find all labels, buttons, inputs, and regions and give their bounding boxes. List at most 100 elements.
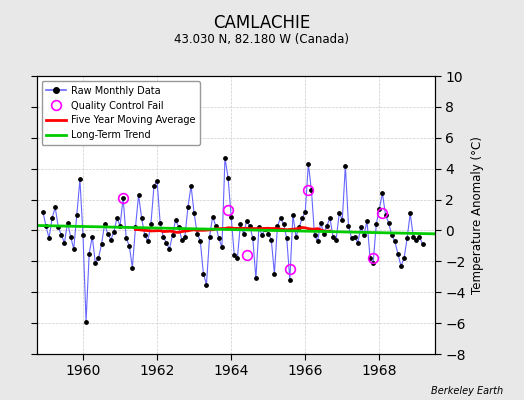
Point <box>403 235 411 241</box>
Point <box>168 232 177 238</box>
Point <box>147 221 155 228</box>
Point <box>137 215 146 221</box>
Point <box>193 230 201 237</box>
Point <box>239 230 248 237</box>
Point <box>110 229 118 235</box>
Point <box>357 224 365 230</box>
Point <box>354 240 362 246</box>
Point <box>320 230 328 237</box>
Point <box>209 213 217 220</box>
Point <box>344 223 353 229</box>
Point <box>212 223 220 229</box>
Point <box>289 212 297 218</box>
Point <box>412 236 421 243</box>
Point <box>375 206 384 212</box>
Point <box>73 212 81 218</box>
Point <box>295 224 303 230</box>
Point <box>119 195 127 201</box>
Point <box>248 235 257 241</box>
Point <box>258 232 266 238</box>
Legend: Raw Monthly Data, Quality Control Fail, Five Year Moving Average, Long-Term Tren: Raw Monthly Data, Quality Control Fail, … <box>41 81 200 145</box>
Point <box>304 161 312 167</box>
Point <box>132 224 140 230</box>
Point <box>252 275 260 282</box>
Point <box>67 234 75 240</box>
Point <box>381 212 390 218</box>
Point <box>88 234 96 240</box>
Point <box>270 270 279 277</box>
Point <box>178 236 186 243</box>
Point <box>217 244 226 251</box>
Point <box>45 235 53 241</box>
Point <box>101 221 109 228</box>
Point <box>347 235 356 241</box>
Point <box>406 210 414 217</box>
Text: CAMLACHIE: CAMLACHIE <box>213 14 311 32</box>
Point <box>369 260 377 266</box>
Point <box>264 230 272 237</box>
Point <box>261 226 269 232</box>
Point <box>159 234 168 240</box>
Point <box>150 182 158 189</box>
Point <box>329 234 337 240</box>
Point <box>298 215 307 221</box>
Point <box>316 220 325 226</box>
Point <box>243 218 251 224</box>
Point <box>341 162 350 169</box>
Text: Berkeley Earth: Berkeley Earth <box>431 386 503 396</box>
Point <box>82 318 90 325</box>
Point <box>332 236 340 243</box>
Point <box>199 270 208 277</box>
Point <box>227 213 235 220</box>
Point <box>60 240 69 246</box>
Point <box>274 223 282 229</box>
Point <box>205 234 214 240</box>
Point <box>63 220 72 226</box>
Point <box>181 234 189 240</box>
Point <box>125 243 134 249</box>
Point <box>156 220 165 226</box>
Point <box>54 224 62 230</box>
Point <box>363 218 371 224</box>
Point <box>286 277 294 283</box>
Point <box>70 246 78 252</box>
Point <box>140 232 149 238</box>
Point <box>326 215 334 221</box>
Point <box>85 250 93 257</box>
Point <box>307 187 315 194</box>
Point <box>301 209 310 215</box>
Point <box>113 215 121 221</box>
Point <box>91 260 100 266</box>
Point <box>42 223 50 229</box>
Point <box>279 221 288 228</box>
Point <box>385 220 393 226</box>
Point <box>104 230 112 237</box>
Point <box>255 224 263 230</box>
Point <box>378 190 387 196</box>
Point <box>187 182 195 189</box>
Point <box>196 238 204 244</box>
Point <box>144 238 152 244</box>
Point <box>57 232 66 238</box>
Point <box>400 255 408 262</box>
Point <box>165 246 173 252</box>
Point <box>184 204 192 210</box>
Point <box>162 240 170 246</box>
Point <box>116 223 124 229</box>
Point <box>190 210 198 217</box>
Point <box>313 238 322 244</box>
Point <box>171 216 180 223</box>
Point <box>233 255 242 262</box>
Point <box>202 281 211 288</box>
Point <box>338 216 346 223</box>
Point <box>122 235 130 241</box>
Point <box>236 221 245 228</box>
Point <box>390 238 399 244</box>
Y-axis label: Temperature Anomaly (°C): Temperature Anomaly (°C) <box>472 136 484 294</box>
Point <box>397 263 405 269</box>
Point <box>128 264 137 271</box>
Point <box>39 209 47 215</box>
Point <box>418 241 427 248</box>
Point <box>409 234 418 240</box>
Point <box>94 255 103 262</box>
